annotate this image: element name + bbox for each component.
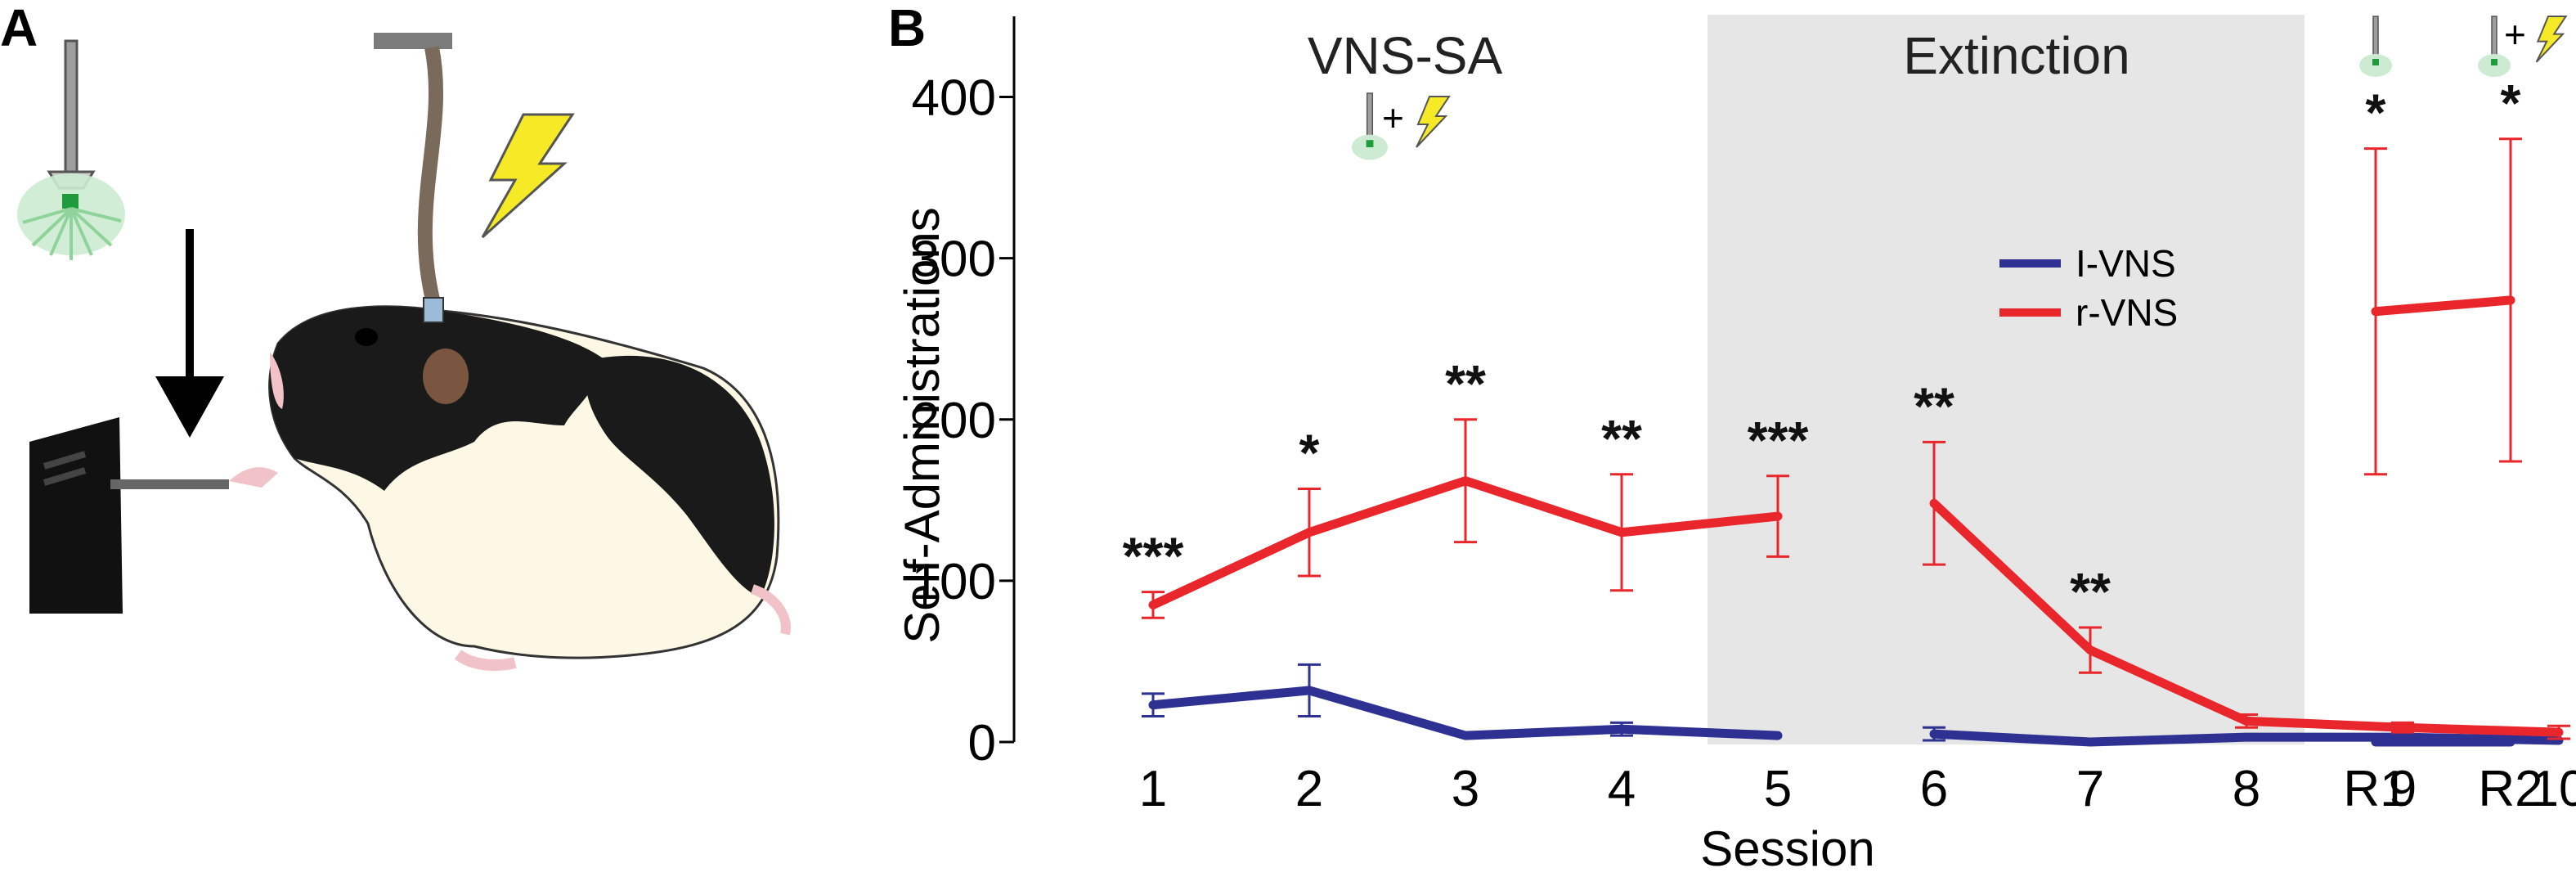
x-tick-label: 7	[2076, 761, 2104, 817]
significance-marker: **	[1445, 354, 1486, 413]
light-cue-icon	[17, 39, 125, 260]
series-line-r-vns	[2371, 295, 2515, 317]
x-tick-label: 6	[1920, 761, 1948, 817]
light-stem	[2372, 16, 2379, 58]
x-tick-label: 3	[1452, 761, 1479, 817]
light-stem	[2491, 16, 2497, 58]
phase-icons: ++	[1352, 13, 2568, 160]
significance-marker: **	[1914, 376, 1954, 435]
lever-icon	[29, 417, 229, 614]
lightning-icon	[481, 113, 575, 239]
y-tick-label: 300	[912, 232, 996, 288]
x-tick-label: 10	[2531, 761, 2576, 817]
light-cue-icon	[2478, 16, 2511, 77]
significance-marker: **	[1601, 409, 1642, 468]
extinction-shading	[1708, 15, 2304, 744]
x-tick-label: R1	[2343, 761, 2408, 817]
x-tick-label: R2	[2478, 761, 2542, 817]
legend-label-r-vns: r-VNS	[2076, 291, 2178, 334]
significance-marker: **	[2070, 562, 2111, 621]
plus-sign: +	[1382, 97, 1404, 139]
legend-label-i-vns: I-VNS	[2076, 242, 2176, 285]
x-tick-label: 1	[1139, 761, 1167, 817]
panel-b-label: B	[888, 0, 926, 57]
x-axis-label: Session	[1700, 821, 1874, 876]
light-stem	[1366, 92, 1374, 139]
x-tick-label: 9	[2389, 761, 2417, 817]
x-tick-label: 2	[1295, 761, 1323, 817]
x-tick-label: 4	[1608, 761, 1636, 817]
significance-marker: *	[1299, 424, 1320, 483]
x-tick-label: 5	[1764, 761, 1792, 817]
lightning-icon	[1416, 96, 1451, 148]
phase-label-vns-sa: VNS-SA	[1308, 26, 1503, 85]
panel-a-label: A	[0, 0, 38, 57]
significance-marker: ***	[1123, 527, 1184, 586]
light-cue-icon	[1352, 92, 1388, 160]
significance-marker: ***	[1748, 411, 1809, 470]
significance-marker: *	[2501, 74, 2521, 133]
y-axis-label: Self-Administrations	[895, 207, 949, 644]
significance-marker: *	[2366, 83, 2386, 142]
y-ticks: 0 100 200 300 400	[912, 70, 1014, 771]
light-bulb	[2372, 59, 2379, 65]
x-tick-label: 8	[2233, 761, 2260, 817]
legend: I-VNS r-VNS	[1999, 242, 2178, 334]
light-bulb	[1366, 140, 1374, 147]
light-cue-icon	[2359, 16, 2392, 77]
down-arrow-icon	[155, 229, 224, 438]
y-tick-label: 0	[968, 715, 996, 771]
significance-layer: ******** ******** *	[1123, 74, 2521, 621]
y-tick-label: 400	[912, 70, 996, 127]
x-ticks: 1 2 3 4 5 6 7 8 9 10 R1 R2	[1139, 761, 2576, 817]
phase-label-extinction: Extinction	[1903, 26, 2129, 85]
light-bulb	[2491, 59, 2497, 65]
plus-sign: +	[2504, 13, 2526, 56]
y-tick-label: 100	[912, 554, 996, 610]
lightning-icon	[2535, 16, 2568, 63]
series-layer	[1142, 137, 2570, 747]
series-line-i-vns	[1148, 686, 1783, 740]
y-tick-label: 200	[912, 393, 996, 449]
rat-illustration	[17, 33, 791, 671]
